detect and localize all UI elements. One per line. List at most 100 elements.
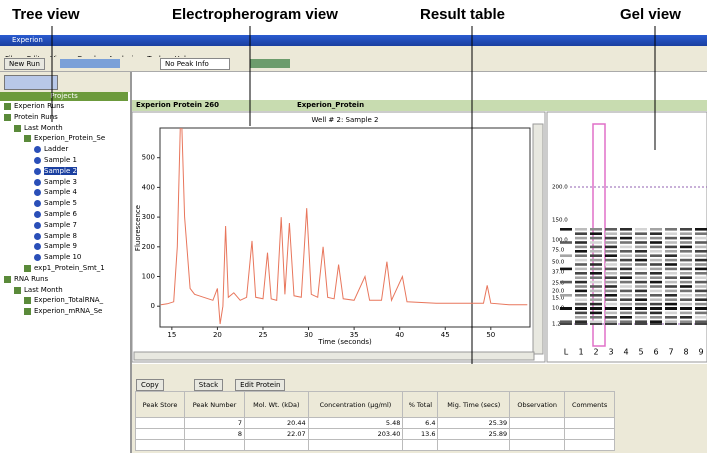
gel-band xyxy=(575,258,587,262)
tree-item[interactable]: Experion_Protein_Se xyxy=(34,134,106,143)
header-row: Peak Store Peak Number Mol. Wt. (kDa) Conce… xyxy=(135,391,615,418)
tree-icon xyxy=(34,200,41,208)
gel-band xyxy=(560,323,572,325)
x-tick-label: 35 xyxy=(350,331,359,339)
result-button[interactable]: Stack xyxy=(193,379,224,391)
tree-item[interactable]: Sample 1 xyxy=(44,156,77,164)
tree-item[interactable]: Sample 7 xyxy=(44,220,77,229)
title-bar: Experion xyxy=(0,35,707,46)
gel-band xyxy=(590,323,602,325)
gel-band xyxy=(635,320,647,323)
gel-band xyxy=(575,285,587,288)
gel-band xyxy=(605,245,617,249)
tree-item[interactable]: Experion Runs xyxy=(14,102,65,110)
gel-band xyxy=(620,302,632,306)
gel-marker-label: 150.0 xyxy=(552,218,568,224)
gel-band xyxy=(635,323,647,325)
tree-item[interactable]: Sample 4 xyxy=(44,188,77,197)
gel-band xyxy=(590,263,602,266)
gel-band xyxy=(605,232,617,235)
scrollbar[interactable] xyxy=(532,123,544,355)
gel-band xyxy=(680,263,692,266)
lane-label: 5 xyxy=(638,348,643,357)
tree-buttons[interactable] xyxy=(4,75,58,90)
gel-band xyxy=(695,276,707,279)
tree-icon xyxy=(14,124,21,132)
column-header: % Total xyxy=(402,391,439,418)
tree-item[interactable]: exp1_Protein_Smt_1 xyxy=(34,264,105,272)
gel-band xyxy=(605,323,617,325)
tree-item[interactable]: Sample 2 xyxy=(44,166,77,175)
file-header: Experion Protein 260 Experion_Protein xyxy=(132,100,707,111)
toolbar: New Run No Peak Info xyxy=(0,57,707,72)
gel-band xyxy=(665,228,677,231)
gel-band xyxy=(620,272,632,275)
column-header: Peak Store xyxy=(135,391,185,418)
tree-item[interactable]: Experion_mRNA_Se xyxy=(34,307,103,316)
gel-band xyxy=(635,289,647,293)
gel-band xyxy=(590,232,602,235)
scrollbar[interactable] xyxy=(133,351,535,361)
result-button[interactable]: Edit Protein xyxy=(235,379,286,391)
tree-item[interactable]: Protein Runs xyxy=(14,112,58,121)
gel-band xyxy=(665,285,677,288)
tree-icon xyxy=(24,297,31,305)
gel-band xyxy=(620,254,632,257)
gel-band xyxy=(575,245,587,249)
gel-band xyxy=(695,258,707,262)
tree-item[interactable]: Sample 8 xyxy=(44,231,77,240)
gel-band xyxy=(650,258,662,262)
result-cell: 22.07 xyxy=(244,428,309,440)
gel-band xyxy=(665,276,677,279)
gel-band xyxy=(605,254,617,257)
gel-band xyxy=(575,280,587,284)
gel-band xyxy=(635,228,647,231)
tree-icon xyxy=(34,232,41,240)
gel-band xyxy=(680,311,692,315)
gel-band xyxy=(605,316,617,319)
result-cell: 25.89 xyxy=(437,428,511,440)
gel-band xyxy=(620,276,632,279)
result-cell: 25.39 xyxy=(437,417,511,429)
gel-band xyxy=(590,258,602,262)
trace xyxy=(160,128,528,325)
gel-band xyxy=(590,245,602,249)
tree-item[interactable]: Sample 10 xyxy=(44,253,82,262)
result-cell: 8 xyxy=(183,428,246,440)
peak-info-dropdown[interactable]: No Peak Info xyxy=(160,58,230,70)
tree-item[interactable]: Sample 6 xyxy=(44,210,77,218)
tree-item[interactable]: RNA Runs xyxy=(14,274,49,283)
tree-item[interactable]: Ladder xyxy=(44,145,69,154)
gel-band xyxy=(605,241,617,244)
gel-band xyxy=(560,254,572,257)
result-cell xyxy=(307,439,404,451)
gel-band xyxy=(665,311,677,315)
lane-label: 3 xyxy=(608,348,613,357)
tree-item[interactable]: Last Month xyxy=(24,123,63,132)
gel-band xyxy=(620,245,632,249)
tree-item[interactable]: Experion_TotalRNA_ xyxy=(34,296,104,305)
callout: Tree view xyxy=(12,6,80,23)
gel-band xyxy=(620,311,632,315)
gel-band xyxy=(665,323,677,325)
gel-band xyxy=(590,289,602,293)
tree-item[interactable]: Sample 3 xyxy=(44,177,77,186)
result-button[interactable]: Copy xyxy=(136,379,164,391)
tree-item[interactable]: Sample 5 xyxy=(44,199,77,208)
gel-band xyxy=(680,258,692,262)
result-cell xyxy=(183,439,246,451)
gel-band xyxy=(575,272,587,275)
plot-area xyxy=(159,127,531,328)
gel-band xyxy=(575,254,587,257)
new-run-button[interactable]: New Run xyxy=(4,58,45,70)
gel-band xyxy=(575,302,587,306)
column-header: Mig. Time (secs) xyxy=(437,391,511,418)
tree-icon xyxy=(14,286,21,294)
gel-band xyxy=(650,294,662,297)
gel-band xyxy=(590,294,602,297)
tree-item[interactable]: Sample 9 xyxy=(44,242,77,251)
gel-marker-label: 10.0 xyxy=(552,306,565,312)
tree-item[interactable]: Last Month xyxy=(24,285,63,294)
gel-band xyxy=(620,232,632,235)
gel-band xyxy=(665,302,677,306)
